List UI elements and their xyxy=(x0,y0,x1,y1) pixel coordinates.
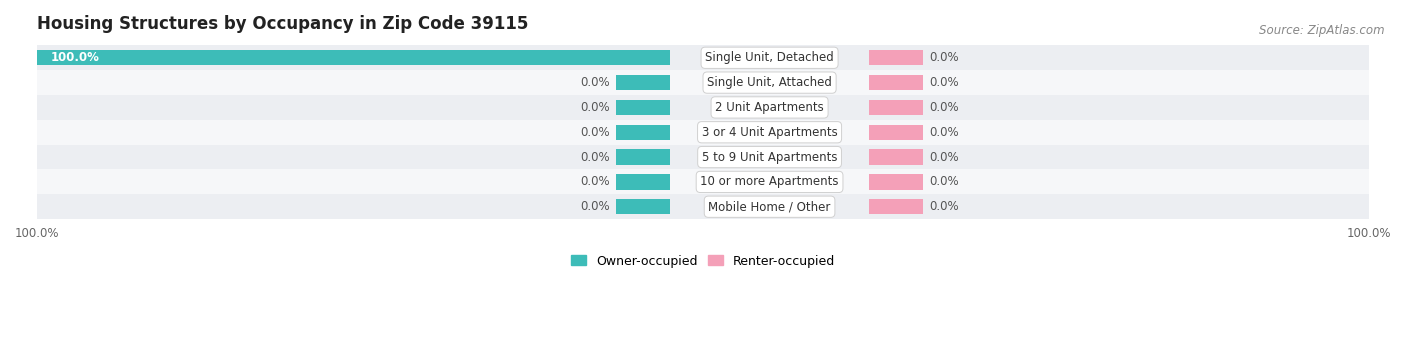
Bar xyxy=(869,75,922,90)
Text: 0.0%: 0.0% xyxy=(929,76,959,89)
Legend: Owner-occupied, Renter-occupied: Owner-occupied, Renter-occupied xyxy=(567,250,839,273)
Text: 0.0%: 0.0% xyxy=(929,150,959,163)
Bar xyxy=(616,149,669,165)
Bar xyxy=(869,174,922,189)
Text: 0.0%: 0.0% xyxy=(929,175,959,188)
Text: Single Unit, Attached: Single Unit, Attached xyxy=(707,76,832,89)
Text: 0.0%: 0.0% xyxy=(581,76,610,89)
Text: 5 to 9 Unit Apartments: 5 to 9 Unit Apartments xyxy=(702,150,838,163)
Bar xyxy=(37,120,1369,145)
Bar xyxy=(616,100,669,115)
Text: 0.0%: 0.0% xyxy=(581,200,610,213)
Text: 3 or 4 Unit Apartments: 3 or 4 Unit Apartments xyxy=(702,126,838,139)
Text: 0.0%: 0.0% xyxy=(929,126,959,139)
Bar xyxy=(869,149,922,165)
Bar xyxy=(869,50,922,65)
Text: Source: ZipAtlas.com: Source: ZipAtlas.com xyxy=(1260,24,1385,37)
Text: 0.0%: 0.0% xyxy=(929,51,959,64)
Bar xyxy=(616,199,669,214)
Text: 10 or more Apartments: 10 or more Apartments xyxy=(700,175,839,188)
Bar xyxy=(616,75,669,90)
Bar xyxy=(869,100,922,115)
Bar xyxy=(37,170,1369,194)
Bar xyxy=(37,145,1369,170)
Text: Housing Structures by Occupancy in Zip Code 39115: Housing Structures by Occupancy in Zip C… xyxy=(37,15,529,33)
Bar xyxy=(616,124,669,140)
Bar xyxy=(37,95,1369,120)
Text: 0.0%: 0.0% xyxy=(581,150,610,163)
Text: 2 Unit Apartments: 2 Unit Apartments xyxy=(716,101,824,114)
Text: Mobile Home / Other: Mobile Home / Other xyxy=(709,200,831,213)
Text: 0.0%: 0.0% xyxy=(929,101,959,114)
Bar xyxy=(37,50,669,65)
Text: 0.0%: 0.0% xyxy=(581,101,610,114)
Text: 100.0%: 100.0% xyxy=(51,51,100,64)
Text: Single Unit, Detached: Single Unit, Detached xyxy=(706,51,834,64)
Bar xyxy=(37,45,1369,70)
Text: 0.0%: 0.0% xyxy=(581,175,610,188)
Text: 0.0%: 0.0% xyxy=(929,200,959,213)
Bar xyxy=(37,70,1369,95)
Bar xyxy=(869,124,922,140)
Text: 0.0%: 0.0% xyxy=(581,126,610,139)
Bar xyxy=(37,194,1369,219)
Bar xyxy=(616,174,669,189)
Bar xyxy=(869,199,922,214)
